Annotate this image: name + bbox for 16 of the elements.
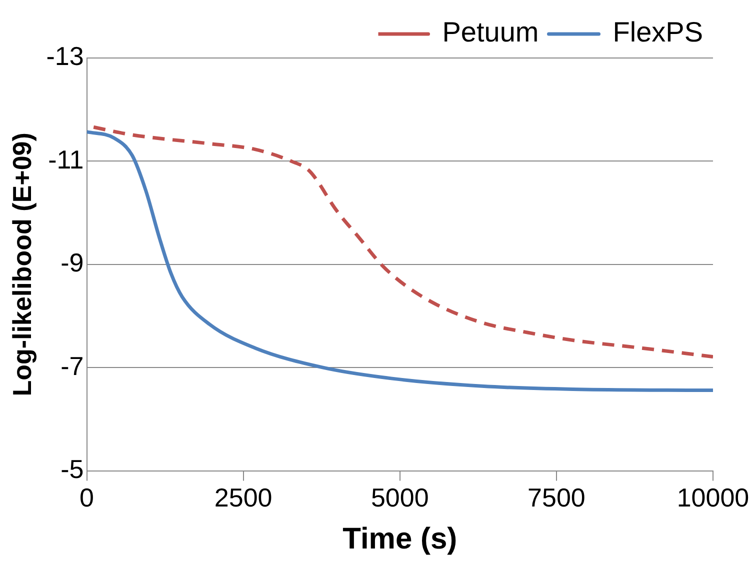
y-tick-label: -7	[60, 350, 84, 381]
x-tick-label: 7500	[528, 482, 586, 513]
y-tick-label: -9	[60, 248, 84, 278]
x-tick-label: 0	[80, 482, 94, 513]
x-tick-label: 2500	[214, 482, 272, 513]
x-axis-title: Time (s)	[342, 522, 458, 556]
y-tick-label: -5	[60, 454, 84, 484]
line-series	[92, 125, 713, 359]
legend-label: FlexPS	[612, 16, 703, 48]
y-tick-label: -13	[46, 41, 84, 72]
legend-label: Petuum	[442, 16, 539, 48]
y-axis-title: Log-likelibood (E+09)	[6, 132, 37, 396]
y-tick-label: -11	[48, 144, 84, 174]
x-tick-label: 5000	[370, 482, 429, 513]
x-tick-label: 10000	[676, 482, 750, 513]
line-series	[86, 130, 713, 392]
